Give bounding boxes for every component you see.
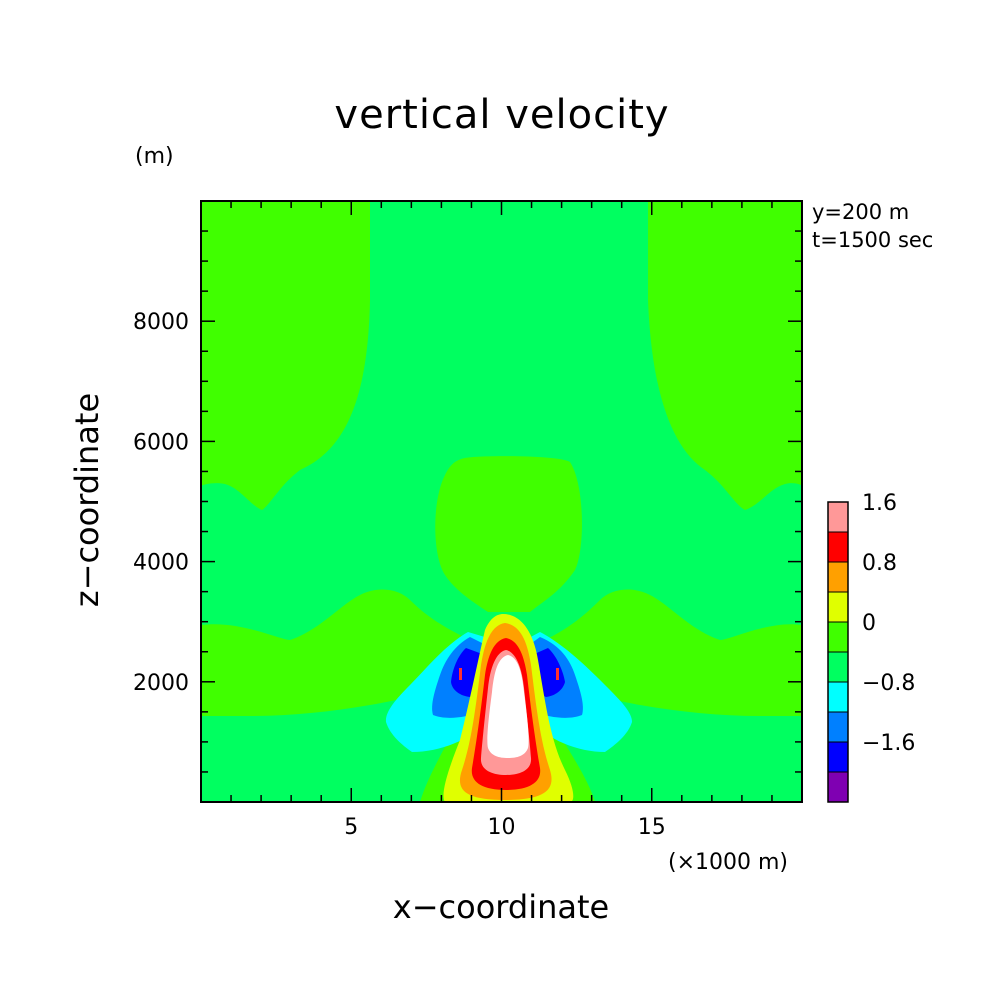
colorbar-swatch: [828, 502, 848, 532]
colorbar-swatch: [828, 592, 848, 622]
x-axis-label: x−coordinate: [392, 888, 610, 926]
colorbar-swatch: [828, 742, 848, 772]
y-tick-label: 4000: [133, 551, 189, 576]
y-tick-label: 2000: [133, 671, 189, 696]
x-tick-label: 5: [344, 815, 358, 840]
axis-ticks: 5 10 15 2000 4000 6000 8000: [133, 201, 802, 840]
annotation-y-position: y=200 m: [812, 200, 910, 224]
annotation-time: t=1500 sec: [812, 228, 934, 252]
colorbar-swatch: [828, 652, 848, 682]
colorbar-swatch: [828, 622, 848, 652]
y-axis-label: z−coordinate: [68, 392, 106, 608]
x-axis-unit: (×1000 m): [668, 850, 789, 875]
colorbar-label: 1.6: [862, 491, 897, 516]
colorbar-swatch: [828, 532, 848, 562]
colorbar-label: −1.6: [862, 731, 915, 756]
colorbar-swatch: [828, 772, 848, 802]
colorbar-label: −0.8: [862, 671, 915, 696]
colorbar: −1.6 −0.8 0 0.8 1.6: [827, 491, 915, 803]
contour-region-positive-center: [435, 456, 582, 612]
contour-region-extreme-right: [556, 668, 559, 680]
chart-title: vertical velocity: [334, 92, 670, 138]
y-axis-unit: (m): [135, 144, 174, 169]
contour-region-positive-lower-right: [545, 589, 802, 716]
colorbar-label: 0.8: [862, 551, 897, 576]
contour-region-positive-lower-left: [201, 589, 470, 716]
colorbar-swatch: [828, 562, 848, 592]
colorbar-swatch: [828, 712, 848, 742]
contour-region-positive-upper-right: [648, 201, 802, 510]
y-tick-label: 8000: [133, 310, 189, 335]
contour-region-white-core: [487, 655, 529, 758]
x-tick-label: 15: [638, 815, 666, 840]
colorbar-swatch: [828, 682, 848, 712]
x-tick-label: 10: [488, 815, 516, 840]
colorbar-label: 0: [862, 611, 876, 636]
y-tick-label: 6000: [133, 430, 189, 455]
contour-region-positive-upper-left: [201, 201, 370, 510]
contour-region-extreme-left: [459, 668, 462, 680]
contour-fill: [201, 201, 802, 802]
